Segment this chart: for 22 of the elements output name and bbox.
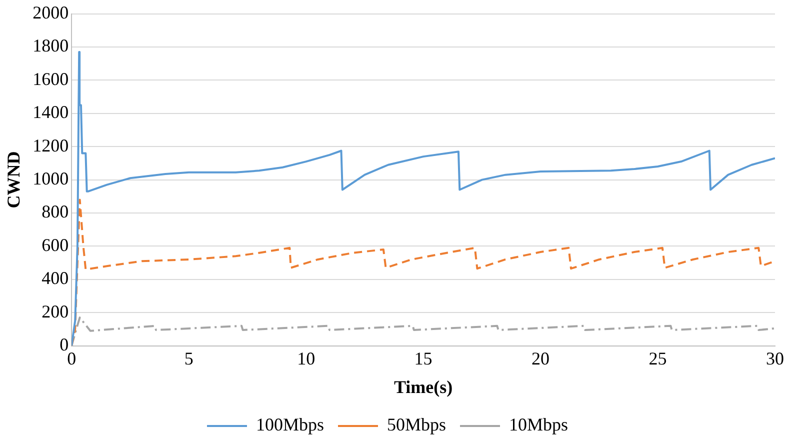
y-tick-label: 1400 [32,102,69,122]
y-tick-label: 200 [42,301,69,322]
x-tick-label: 15 [414,348,432,368]
legend-label: 100Mbps [256,414,324,435]
x-tick-label: 10 [297,348,316,368]
y-tick-label: 400 [42,268,69,288]
y-axis-title: CWND [3,151,24,208]
x-tick-label: 20 [532,348,550,368]
x-tick-label: 30 [766,348,784,368]
y-tick-label: 800 [42,202,69,222]
x-axis-title: Time(s) [394,376,453,397]
y-tick-label: 2000 [32,2,69,23]
legend-label: 50Mbps [386,414,446,435]
y-tick-label: 1000 [32,168,69,189]
y-tick-label: 1600 [32,68,69,89]
x-tick-label: 5 [184,348,194,368]
legend-label: 10Mbps [509,414,568,435]
y-tick-label: 1800 [32,36,69,56]
y-tick-label: 1200 [32,135,69,156]
y-tick-label: 0 [60,334,69,355]
y-tick-label: 600 [42,234,69,255]
x-tick-label: 25 [648,348,667,368]
